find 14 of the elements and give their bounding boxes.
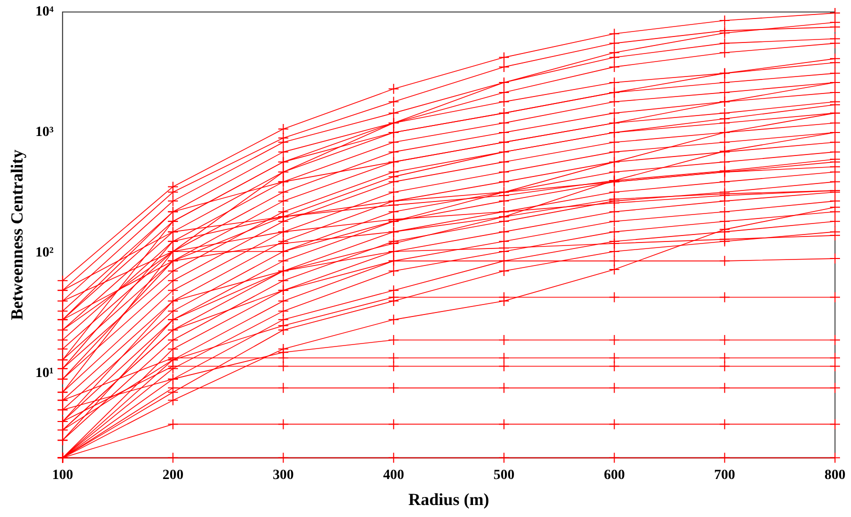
x-tick-label: 500	[493, 468, 514, 483]
y-tick-label: 10⁴	[35, 4, 54, 20]
y-tick-label: 10³	[35, 125, 54, 140]
y-tick-label: 10¹	[35, 366, 54, 382]
x-axis-title: Radius (m)	[408, 490, 490, 510]
y-tick-label: 10²	[35, 246, 54, 261]
y-axis-title: Betweenness Centrality	[8, 149, 27, 320]
x-tick-label: 700	[714, 468, 736, 483]
x-tick-label: 600	[604, 468, 625, 483]
x-tick-label: 100	[52, 468, 74, 483]
x-tick-label: 300	[272, 468, 294, 483]
x-tick-label: 400	[383, 468, 404, 483]
x-tick-label: 200	[162, 468, 184, 483]
x-tick-label: 800	[824, 468, 846, 483]
